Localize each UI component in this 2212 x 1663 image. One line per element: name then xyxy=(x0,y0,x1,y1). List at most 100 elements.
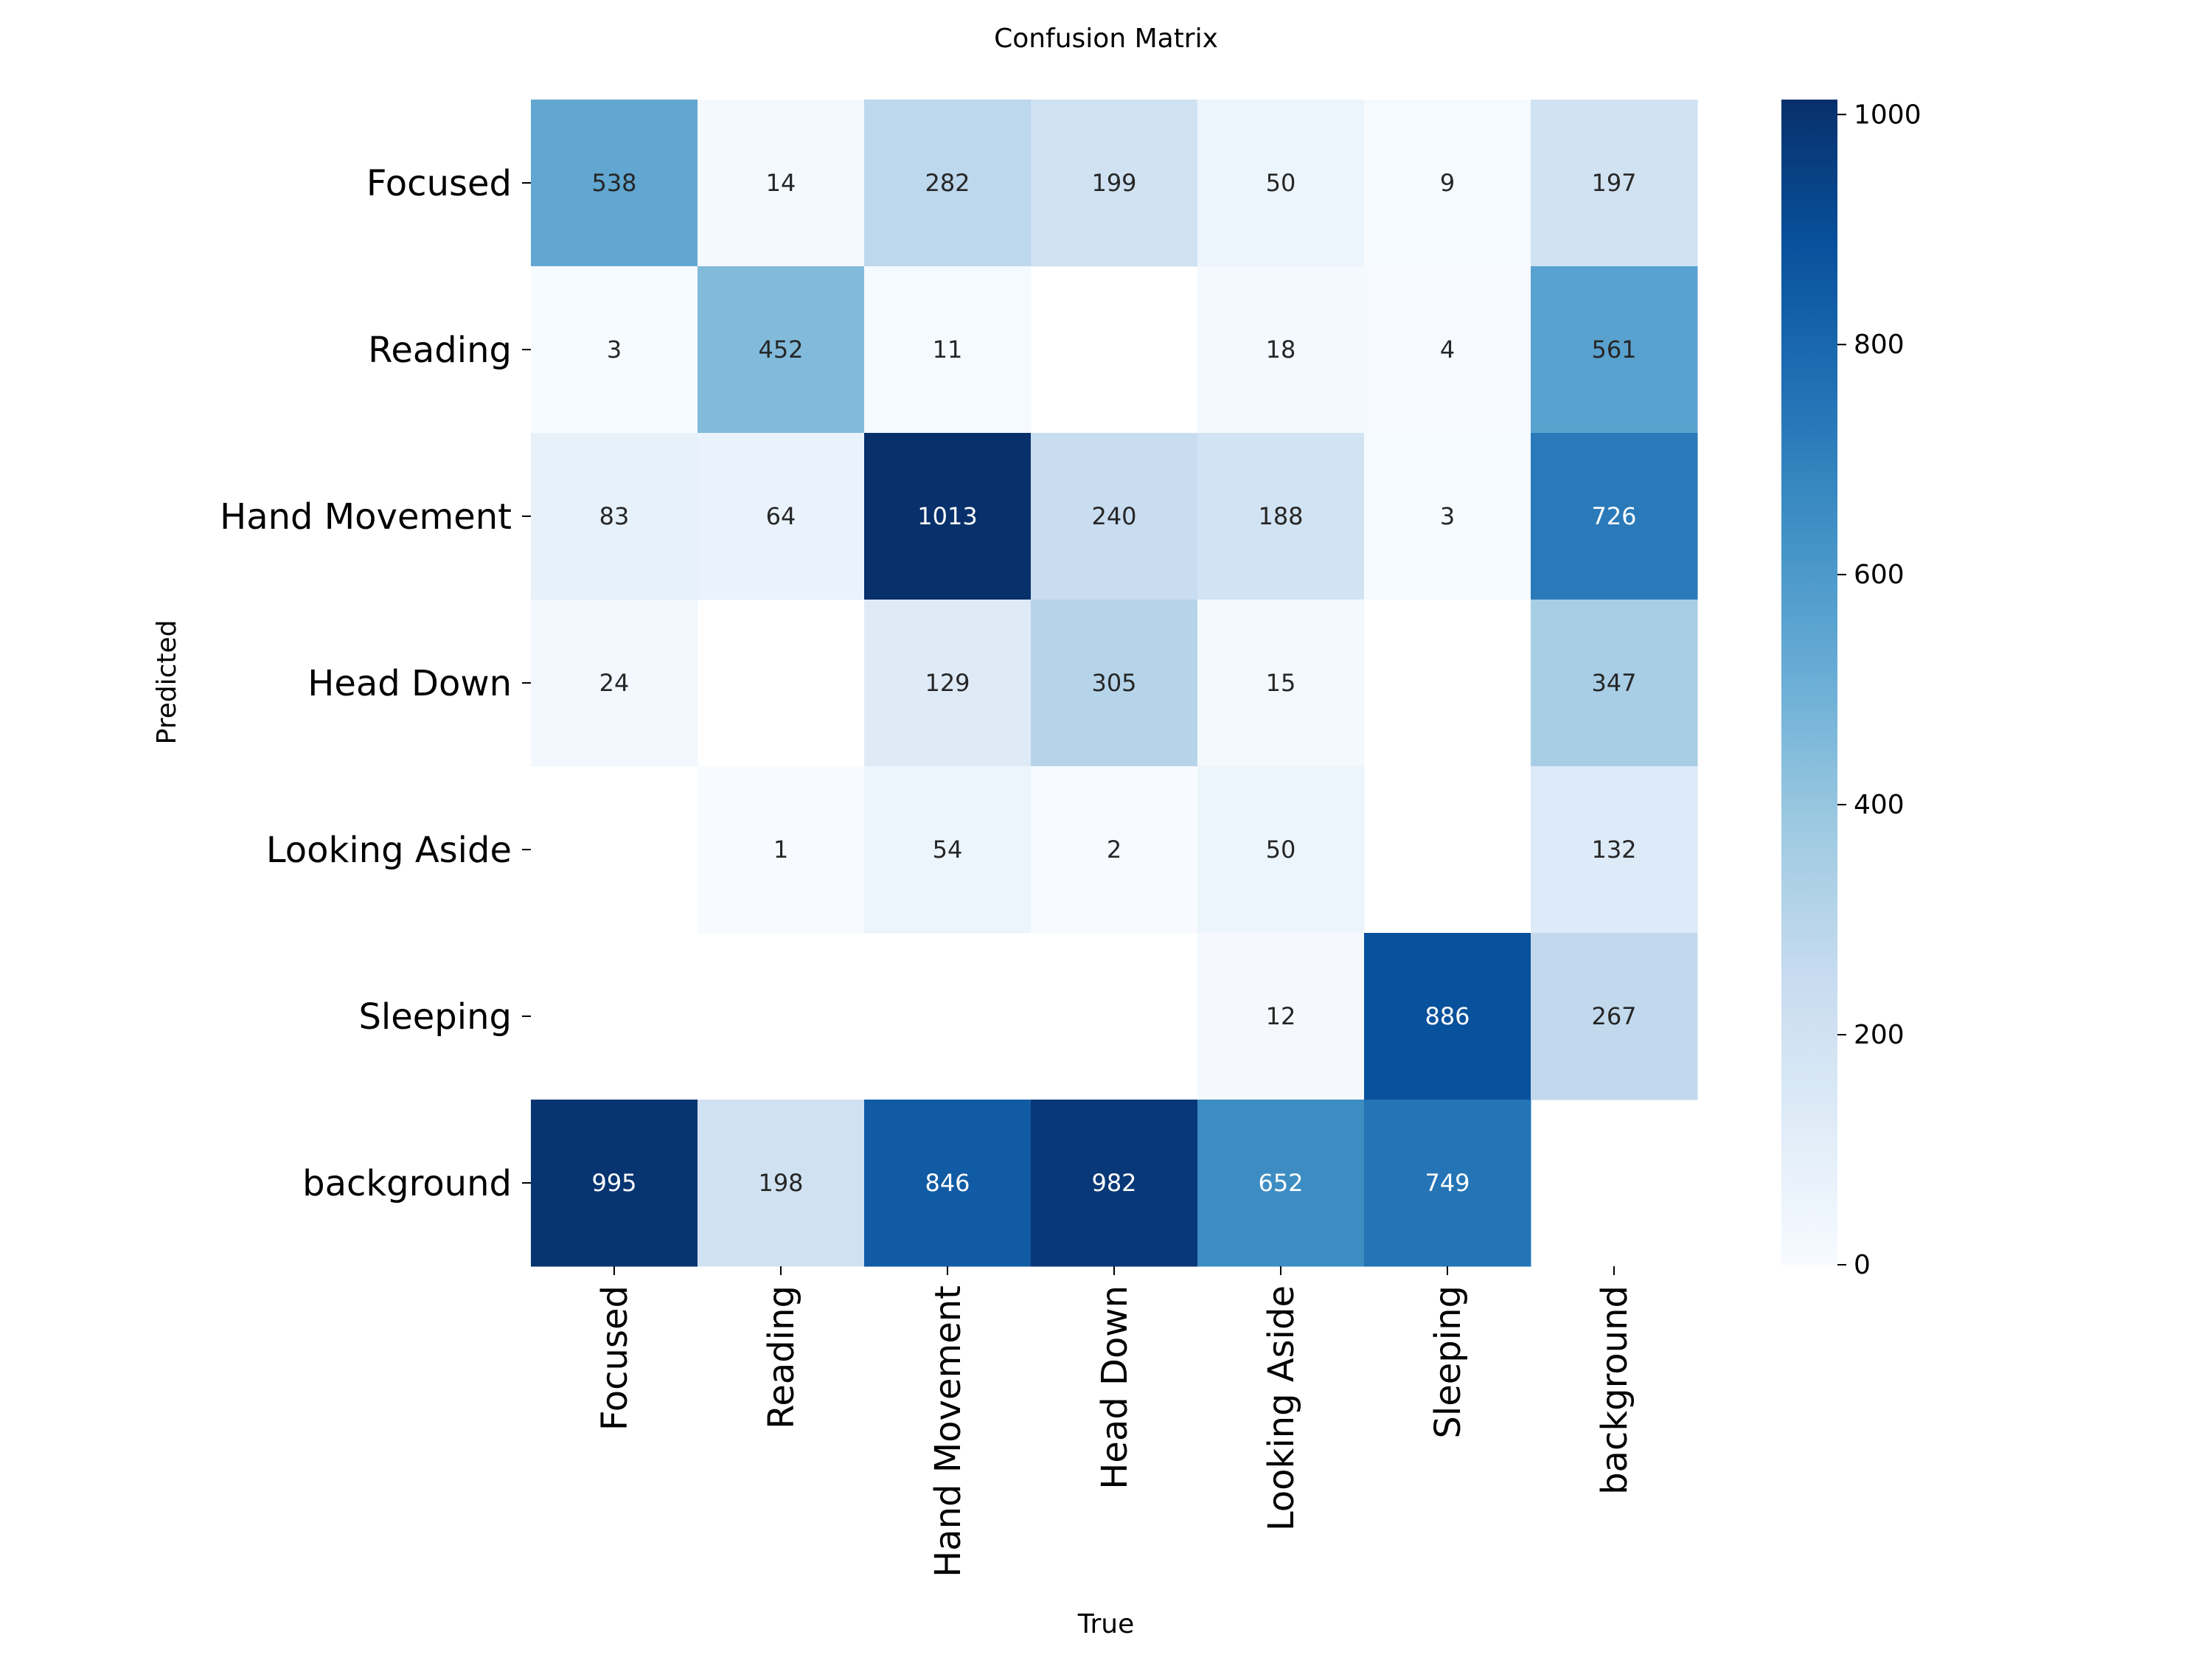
heatmap-cell xyxy=(1364,266,1531,434)
heatmap-cell xyxy=(1031,100,1198,267)
cell-value-label: 982 xyxy=(1091,1169,1136,1197)
cell-value-label: 14 xyxy=(766,169,796,197)
colorbar-tick-label: 800 xyxy=(1854,330,1905,360)
cell-value-label: 197 xyxy=(1591,169,1636,197)
heatmap-cell xyxy=(1197,266,1365,434)
heatmap-cell xyxy=(531,100,698,267)
heatmap-cell xyxy=(1531,433,1698,600)
heatmap-cell xyxy=(698,766,865,934)
heatmap-cell xyxy=(864,100,1032,267)
heatmap-cell xyxy=(531,433,698,600)
heatmap-cell xyxy=(1531,100,1698,267)
x-axis-label: True xyxy=(1077,1609,1134,1639)
heatmap-cell xyxy=(698,433,865,600)
heatmap-cells xyxy=(531,100,1698,1267)
chart-title: Confusion Matrix xyxy=(994,24,1218,54)
y-tick-label: background xyxy=(302,1163,512,1204)
cell-value-label: 9 xyxy=(1440,169,1455,197)
cell-value-label: 282 xyxy=(925,169,970,197)
cell-value-label: 129 xyxy=(925,669,970,697)
cell-value-label: 305 xyxy=(1091,669,1136,697)
y-tick-label: Head Down xyxy=(307,663,512,704)
cell-value-label: 24 xyxy=(599,669,630,697)
heatmap-cell xyxy=(1031,433,1198,600)
heatmap-cell xyxy=(864,1100,1032,1267)
y-tick-label: Looking Aside xyxy=(266,830,512,871)
heatmap-cell xyxy=(531,600,698,767)
cell-value-label: 64 xyxy=(766,502,796,530)
heatmap-cell xyxy=(1364,933,1531,1100)
cell-value-label: 50 xyxy=(1266,169,1296,197)
cell-value-label: 132 xyxy=(1591,836,1636,864)
colorbar xyxy=(1781,100,1837,1265)
cell-value-label: 1 xyxy=(773,836,788,864)
cell-value-label: 347 xyxy=(1591,669,1636,697)
heatmap-cell xyxy=(1197,433,1365,600)
colorbar-tick-label: 600 xyxy=(1854,560,1905,590)
heatmap-cell xyxy=(698,1100,865,1267)
heatmap-cell xyxy=(1197,1100,1365,1267)
heatmap-cell xyxy=(1197,766,1365,934)
y-tick-label: Sleeping xyxy=(358,996,512,1038)
heatmap-cell xyxy=(1031,1100,1198,1267)
heatmap-cell xyxy=(531,266,698,434)
cell-value-label: 561 xyxy=(1591,336,1636,364)
cell-value-label: 18 xyxy=(1266,336,1296,364)
x-axis-ticks: Focused Reading Hand Movement Head Down Look… xyxy=(594,1266,1635,1577)
cell-value-labels: 538 14 282 199 50 9 197 3 452 11 18 4 561 83 64 1013 240… xyxy=(591,169,1636,1197)
colorbar-tick-label: 1000 xyxy=(1854,100,1921,130)
cell-value-label: 12 xyxy=(1266,1002,1296,1030)
heatmap-cell xyxy=(1031,766,1198,934)
y-tick-label: Hand Movement xyxy=(220,496,512,538)
cell-value-label: 267 xyxy=(1591,1002,1636,1030)
heatmap-cell xyxy=(1531,266,1698,434)
heatmap-cell xyxy=(698,100,865,267)
x-tick-label: Hand Movement xyxy=(928,1285,969,1577)
x-tick-label: Focused xyxy=(594,1285,636,1431)
heatmap-cell xyxy=(864,433,1032,600)
heatmap-cell xyxy=(1531,933,1698,1100)
cell-value-label: 240 xyxy=(1091,502,1136,530)
heatmap-cell xyxy=(1364,100,1531,267)
heatmap-cell xyxy=(531,1100,698,1267)
heatmap-cell xyxy=(1031,600,1198,767)
heatmap-cell xyxy=(698,266,865,434)
colorbar-tick-label: 400 xyxy=(1854,790,1905,820)
cell-value-label: 995 xyxy=(591,1169,636,1197)
heatmap-cell xyxy=(864,766,1032,934)
cell-value-label: 4 xyxy=(1440,336,1455,364)
heatmap-cell xyxy=(864,266,1032,434)
colorbar-ticks: 0 200 400 600 800 1000 xyxy=(1837,100,1921,1280)
cell-value-label: 2 xyxy=(1107,836,1121,864)
heatmap-cell xyxy=(1364,1100,1531,1267)
colorbar-tick-label: 200 xyxy=(1854,1020,1905,1050)
cell-value-label: 3 xyxy=(1440,502,1455,530)
x-tick-label: Reading xyxy=(761,1285,802,1429)
cell-value-label: 846 xyxy=(925,1169,970,1197)
y-axis-ticks: Focused Reading Hand Movement Head Down Look… xyxy=(220,163,531,1204)
cell-value-label: 749 xyxy=(1425,1169,1470,1197)
cell-value-label: 726 xyxy=(1591,502,1636,530)
cell-value-label: 1013 xyxy=(917,502,977,530)
cell-value-label: 15 xyxy=(1266,669,1296,697)
x-tick-label: background xyxy=(1594,1285,1635,1495)
cell-value-label: 188 xyxy=(1258,502,1303,530)
cell-value-label: 199 xyxy=(1091,169,1136,197)
y-axis-label: Predicted xyxy=(152,620,182,745)
heatmap-cell xyxy=(1364,433,1531,600)
cell-value-label: 11 xyxy=(933,336,963,364)
cell-value-label: 54 xyxy=(933,836,963,864)
cell-value-label: 886 xyxy=(1425,1002,1470,1030)
heatmap-cell xyxy=(1197,933,1365,1100)
cell-value-label: 198 xyxy=(758,1169,803,1197)
heatmap-cell xyxy=(1197,600,1365,767)
y-tick-label: Reading xyxy=(368,330,512,371)
heatmap-cell xyxy=(1531,766,1698,934)
colorbar-tick-label: 0 xyxy=(1854,1250,1871,1280)
cell-value-label: 83 xyxy=(599,502,630,530)
cell-value-label: 50 xyxy=(1266,836,1296,864)
cell-value-label: 652 xyxy=(1258,1169,1303,1197)
cell-value-label: 3 xyxy=(607,336,622,364)
